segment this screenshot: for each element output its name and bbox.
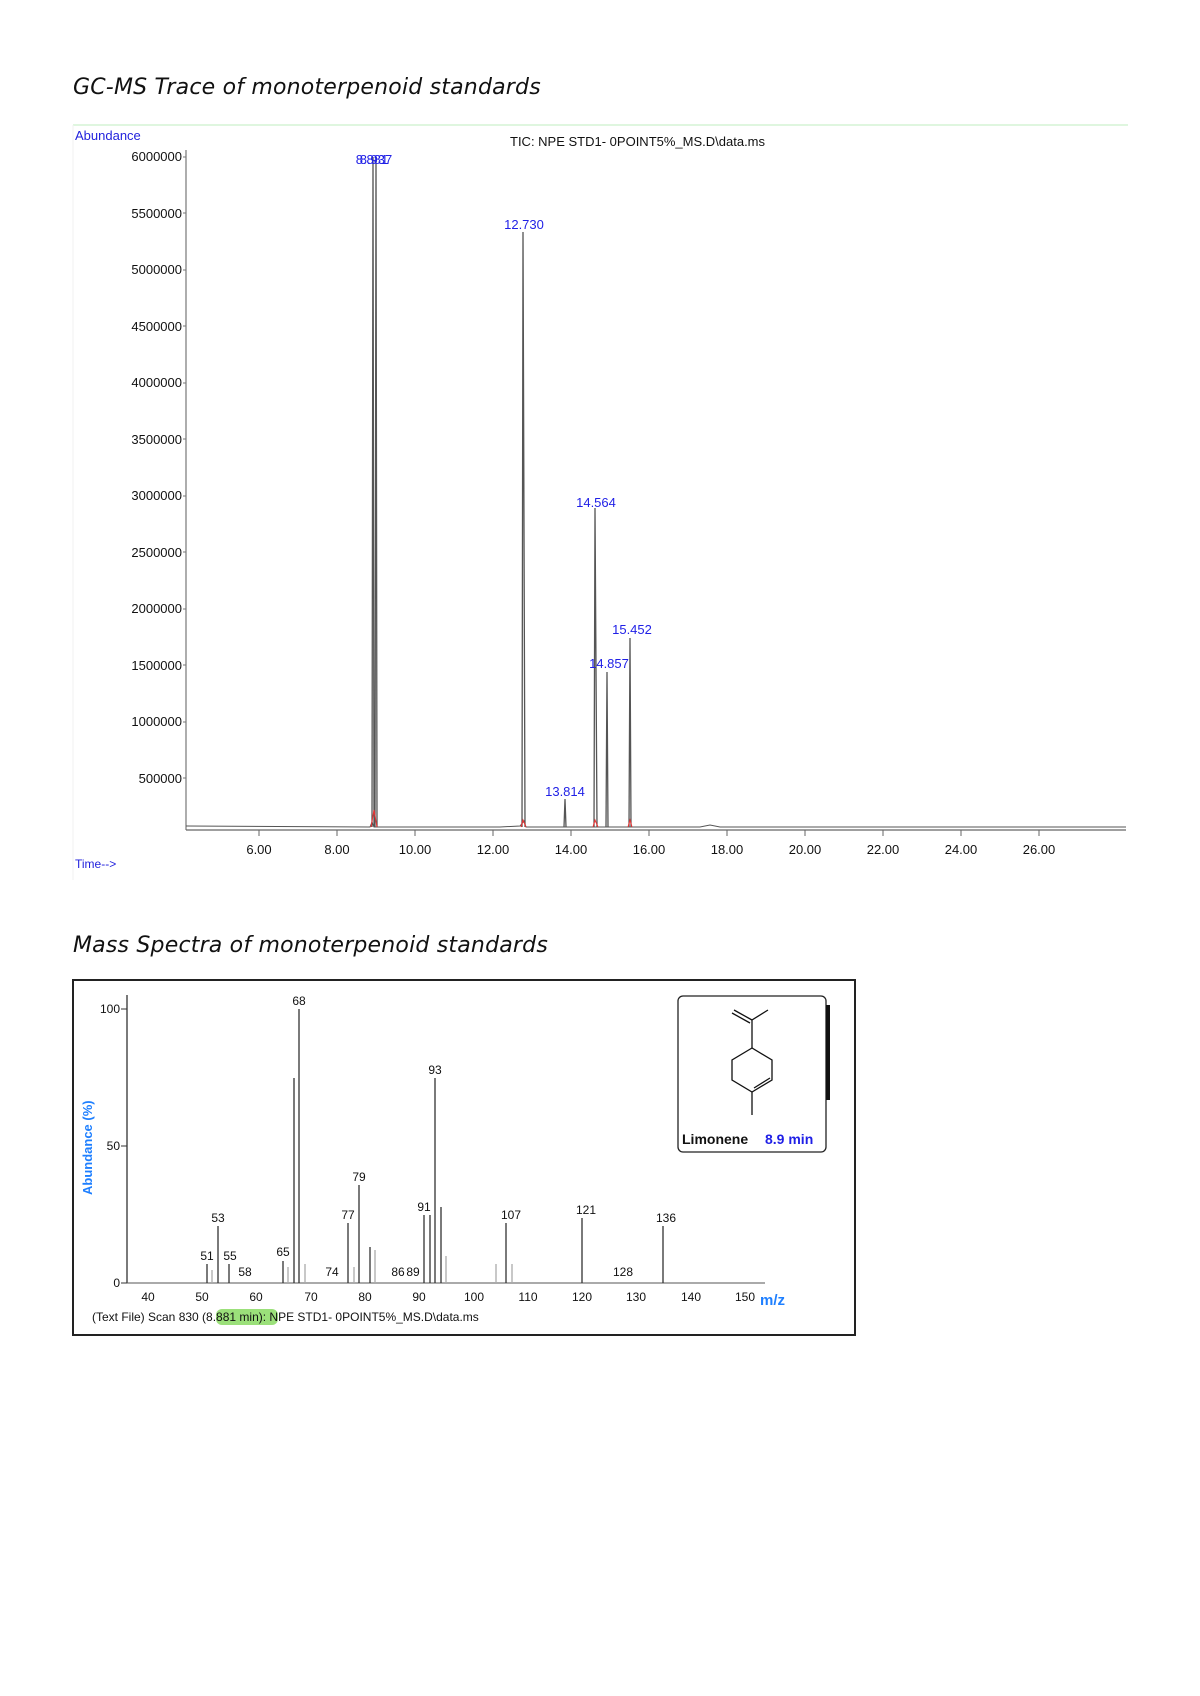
svg-text:74: 74 [325, 1265, 339, 1279]
svg-text:4000000: 4000000 [131, 375, 182, 390]
svg-text:51: 51 [200, 1249, 214, 1263]
svg-text:100: 100 [464, 1290, 484, 1304]
svg-text:6000000: 6000000 [131, 149, 182, 164]
svg-text:110: 110 [518, 1290, 537, 1304]
chart-title: TIC: NPE STD1- 0POINT5%_MS.D\data.ms [510, 134, 766, 149]
svg-text:6.00: 6.00 [246, 842, 271, 857]
svg-text:0: 0 [113, 1276, 120, 1290]
svg-text:2000000: 2000000 [131, 601, 182, 616]
svg-text:8.9 min: 8.9 min [765, 1131, 813, 1147]
svg-text:Limonene: Limonene [682, 1131, 748, 1147]
svg-text:13.814: 13.814 [545, 784, 585, 799]
svg-text:22.00: 22.00 [867, 842, 900, 857]
svg-text:136: 136 [656, 1211, 676, 1225]
svg-text:70: 70 [304, 1290, 318, 1304]
svg-text:140: 140 [681, 1290, 701, 1304]
svg-text:24.00: 24.00 [945, 842, 978, 857]
svg-text:121: 121 [576, 1203, 596, 1217]
svg-text:77: 77 [341, 1208, 355, 1222]
svg-text:65: 65 [276, 1245, 290, 1259]
svg-text:2500000: 2500000 [131, 545, 182, 560]
svg-text:1500000: 1500000 [131, 658, 182, 673]
svg-text:8.937: 8.937 [360, 152, 393, 167]
svg-text:14.564: 14.564 [576, 495, 616, 510]
svg-text:500000: 500000 [139, 771, 182, 786]
svg-text:89: 89 [406, 1265, 420, 1279]
svg-text:3000000: 3000000 [131, 488, 182, 503]
svg-text:90: 90 [412, 1290, 426, 1304]
svg-text:128: 128 [613, 1265, 633, 1279]
gc-tic-chart: Abundance TIC: NPE STD1- 0POINT5%_MS.D\d… [72, 124, 1128, 880]
svg-text:53: 53 [211, 1211, 225, 1225]
y-ticks: 6000000 5500000 5000000 4500000 4000000 … [131, 149, 186, 786]
x-axis-label: Time--> [75, 857, 116, 871]
y-ticks: 100 50 0 [100, 1002, 127, 1290]
svg-text:14.00: 14.00 [555, 842, 588, 857]
peak-labels: 51 53 55 58 65 68 74 77 79 86 89 91 93 1… [200, 994, 676, 1279]
spectrum-footer: (Text File) Scan 830 (8.881 min): NPE ST… [92, 1310, 479, 1324]
tic-peaks [371, 156, 632, 828]
limonene-inset: Limonene 8.9 min [677, 995, 830, 1153]
svg-text:12.730: 12.730 [504, 217, 544, 232]
svg-text:79: 79 [352, 1170, 366, 1184]
svg-text:26.00: 26.00 [1023, 842, 1056, 857]
svg-text:91: 91 [417, 1200, 431, 1214]
y-axis-label: Abundance (%) [80, 1100, 95, 1195]
svg-text:15.452: 15.452 [612, 622, 652, 637]
svg-text:55: 55 [223, 1249, 237, 1263]
svg-text:68: 68 [292, 994, 306, 1008]
svg-text:60: 60 [249, 1290, 263, 1304]
svg-text:107: 107 [501, 1208, 521, 1222]
svg-text:150: 150 [735, 1290, 755, 1304]
svg-text:12.00: 12.00 [477, 842, 510, 857]
svg-text:93: 93 [428, 1063, 442, 1077]
gc-section-heading: GC-MS Trace of monoterpenoid standards [73, 75, 541, 100]
svg-text:130: 130 [626, 1290, 646, 1304]
x-axis-label: m/z [760, 1292, 785, 1309]
ms-section-heading: Mass Spectra of monoterpenoid standards [73, 933, 548, 958]
y-axis-label: Abundance [75, 128, 141, 143]
svg-text:18.00: 18.00 [711, 842, 744, 857]
svg-text:40: 40 [141, 1290, 155, 1304]
svg-text:86: 86 [391, 1265, 405, 1279]
x-tick-labels: 6.00 8.00 10.00 12.00 14.00 16.00 18.00 20.00… [246, 842, 1055, 857]
svg-text:10.00: 10.00 [399, 842, 432, 857]
svg-text:50: 50 [107, 1139, 121, 1153]
svg-text:100: 100 [100, 1002, 120, 1016]
svg-text:8.881: 8.881 [356, 152, 389, 167]
svg-text:4500000: 4500000 [131, 319, 182, 334]
peak-labels: 8.881 8.937 12.730 13.814 14.564 14.857 … [356, 152, 652, 799]
limonene-structure-icon [731, 1009, 773, 1115]
x-tick-labels: 40 50 60 70 80 90 100 110 120 130 140 150 [141, 1290, 755, 1304]
svg-text:120: 120 [572, 1290, 592, 1304]
mass-spectrum-chart: Abundance (%) 100 50 0 40 50 60 70 80 90 100… [72, 979, 856, 1336]
x-ticks [258, 830, 1040, 836]
svg-text:8.00: 8.00 [324, 842, 349, 857]
svg-text:14.857: 14.857 [589, 656, 629, 671]
svg-text:58: 58 [238, 1265, 252, 1279]
rt-highlight [216, 1309, 278, 1325]
svg-text:50: 50 [195, 1290, 209, 1304]
svg-text:1000000: 1000000 [131, 714, 182, 729]
svg-text:3500000: 3500000 [131, 432, 182, 447]
svg-text:16.00: 16.00 [633, 842, 666, 857]
spectrum-peaks [206, 1009, 664, 1283]
svg-text:20.00: 20.00 [789, 842, 822, 857]
svg-text:5500000: 5500000 [131, 206, 182, 221]
svg-text:5000000: 5000000 [131, 262, 182, 277]
svg-text:80: 80 [358, 1290, 372, 1304]
